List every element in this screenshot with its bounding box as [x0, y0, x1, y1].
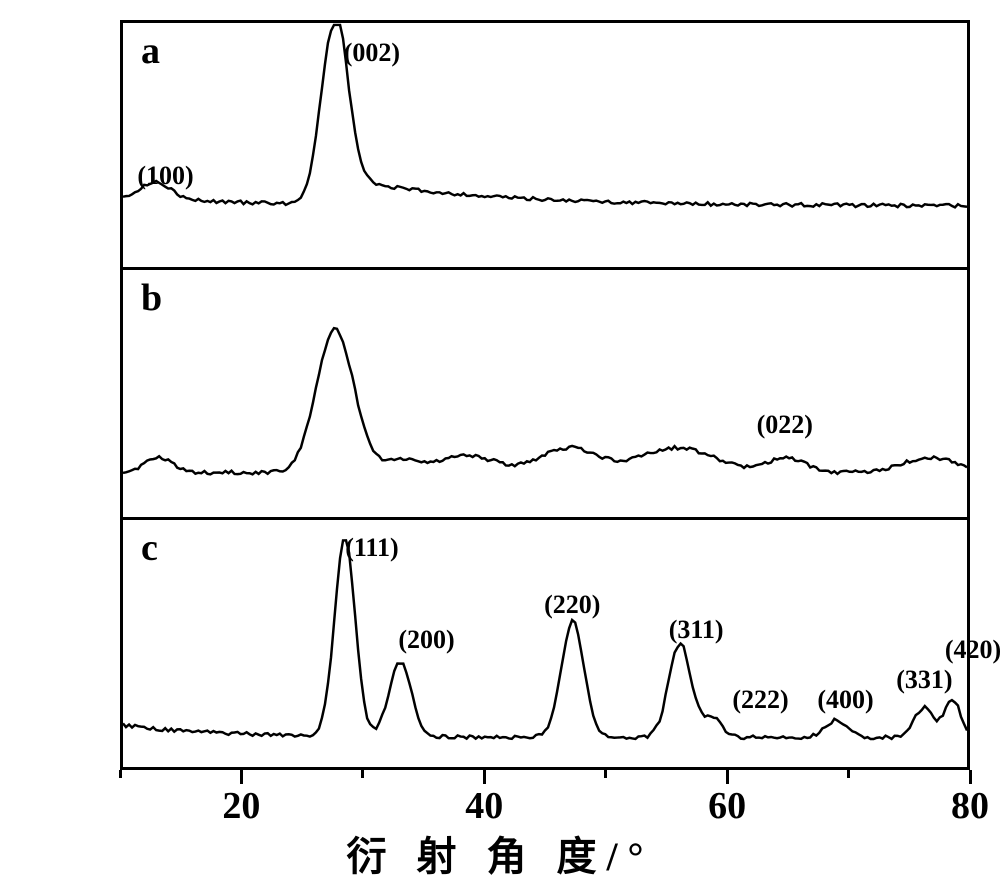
x-axis-label: 衍 射 角 度/° [346, 824, 653, 882]
x-tick-major [969, 770, 972, 784]
x-tick-minor [847, 770, 850, 778]
x-tick-minor [604, 770, 607, 778]
spectrum-b [123, 270, 967, 517]
x-tick-major [483, 770, 486, 784]
panel-c: c(111)(200)(220)(311)(222)(400)(331)(420… [120, 520, 970, 770]
x-tick-minor [119, 770, 122, 778]
panel-a: a(100)(002) [120, 20, 970, 270]
x-tick-label: 20 [222, 784, 260, 828]
x-tick-major [726, 770, 729, 784]
spectrum-c [123, 520, 967, 767]
x-tick-label: 60 [708, 784, 746, 828]
spectrum-a [123, 23, 967, 267]
x-tick-label: 40 [465, 784, 503, 828]
x-tick-major [240, 770, 243, 784]
x-tick-minor [361, 770, 364, 778]
panel-b: b(022) [120, 270, 970, 520]
xrd-chart: 衍 射 强 度/a.u. 衍 射 角 度/° a(100)(002)b(022)… [0, 0, 1000, 892]
x-tick-label: 80 [951, 784, 989, 828]
